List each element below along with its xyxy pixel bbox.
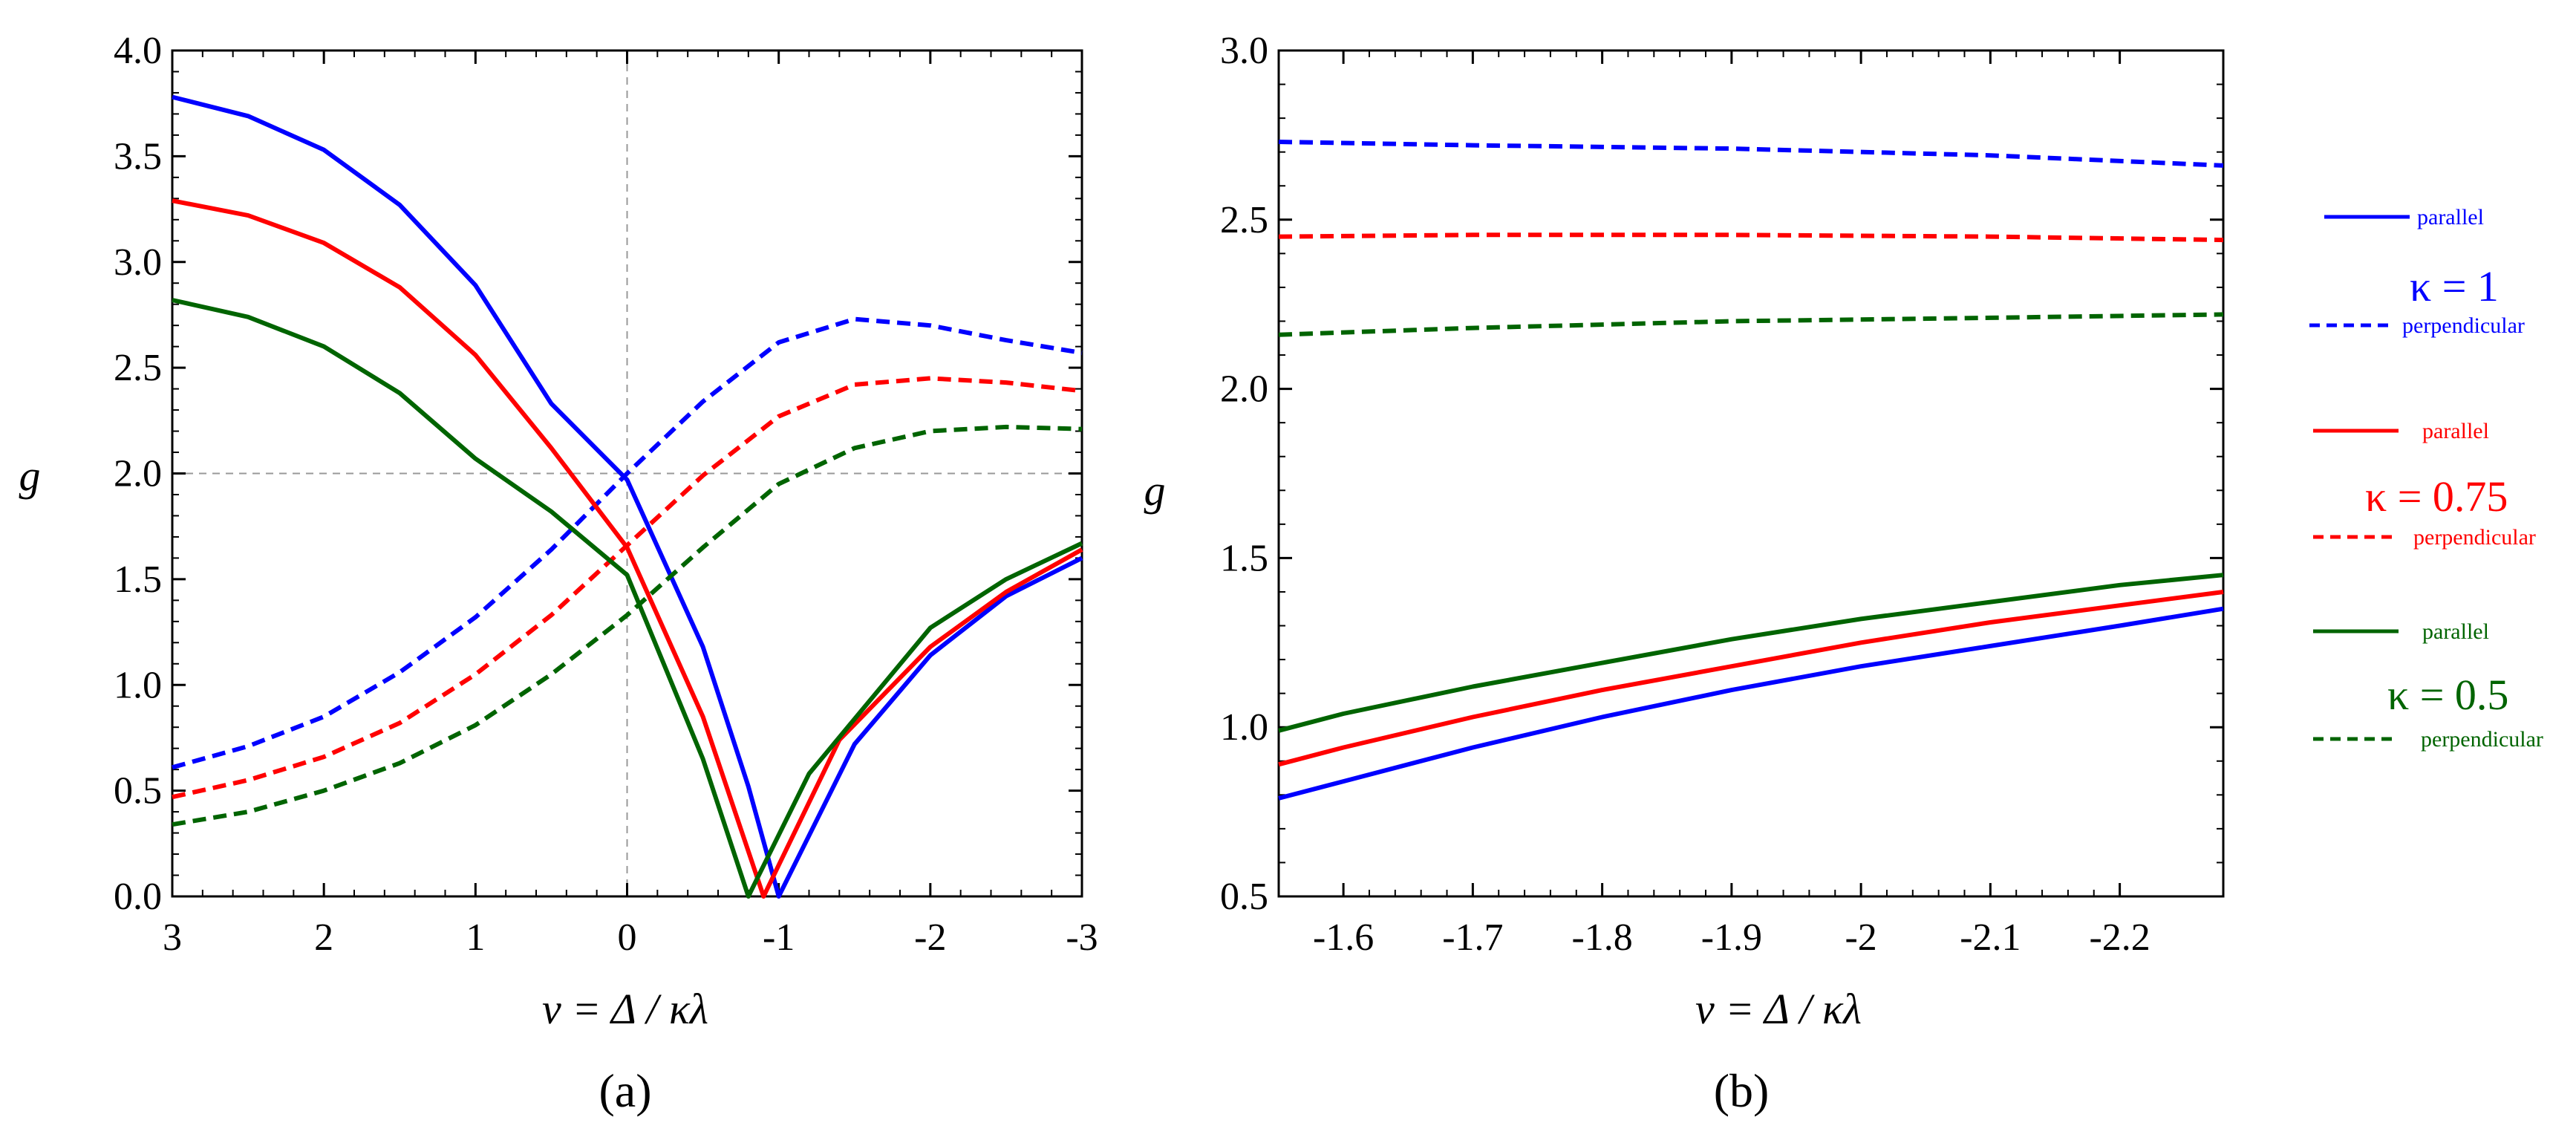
legend-k05-perp-label: perpendicular xyxy=(2421,727,2543,752)
panel-a-xtick-label: 3 xyxy=(163,916,182,959)
panel-b-frame xyxy=(1277,49,2225,898)
panel-a: 0.0 0.5 1.0 1.5 2.0 2.5 3.0 3.5 4.0 3 2 1 0 -1 -2 -3 xyxy=(114,30,1098,959)
legend-k075-perp-label: perpendicular xyxy=(2413,525,2536,550)
legend-k1-kappa: κ = 1 xyxy=(2410,262,2499,310)
panel-b-series--1-perpendicular xyxy=(1278,140,2224,168)
panel-a-ytick-label: 3.5 xyxy=(114,135,162,177)
panel-b-series--0-5-perpendicular xyxy=(1278,312,2224,337)
panel-b-xtick-label: -1.9 xyxy=(1701,916,1762,959)
panel-b-series--0-75-parallel xyxy=(1278,590,2224,767)
legend-k05-parallel-label: parallel xyxy=(2422,619,2489,644)
panel-b-series--1-parallel xyxy=(1278,606,2224,801)
legend-k1-parallel-label: parallel xyxy=(2417,205,2484,229)
panel-a-series--1-parallel xyxy=(172,94,1083,899)
panel-a-ytick-label: 2.5 xyxy=(114,347,162,389)
caption-b: (b) xyxy=(1714,1064,1770,1117)
panel-b-xtick-label: -2.2 xyxy=(2089,916,2150,959)
legend-k05-kappa: κ = 0.5 xyxy=(2387,671,2508,719)
panel-b-ylabel: g xyxy=(1144,466,1166,515)
panel-b-xtick-label: -1.8 xyxy=(1571,916,1632,959)
panel-a-xtick-label: 2 xyxy=(314,916,333,959)
panel-b-ytick-label: 1.0 xyxy=(1220,706,1268,749)
panel-a-series--0-5-perpendicular xyxy=(172,424,1083,827)
panel-a-xtick-label: 1 xyxy=(466,916,485,959)
panel-a-ylabel: g xyxy=(19,452,41,500)
panel-b-ytick-label: 3.0 xyxy=(1220,30,1268,72)
panel-a-ytick-label: 4.0 xyxy=(114,30,162,72)
panel-b-xtick-label: -1.7 xyxy=(1442,916,1503,959)
panel-b-ytick-label: 1.5 xyxy=(1220,537,1268,579)
panel-a-xtick-label: -1 xyxy=(763,916,795,959)
panel-a-series--0-75-perpendicular xyxy=(172,376,1083,800)
panel-a-xtick-label: -2 xyxy=(914,916,946,959)
panel-a-ytick-label: 3.0 xyxy=(114,241,162,284)
panel-b-ytick-label: 2.0 xyxy=(1220,368,1268,411)
panel-b-ytick-label: 0.5 xyxy=(1220,876,1268,918)
panel-a-series--1-perpendicular xyxy=(172,316,1083,770)
panel-a-ytick-label: 0.5 xyxy=(114,770,162,812)
panel-b-xtick-label: -1.6 xyxy=(1313,916,1374,959)
panel-a-xtick-label: 0 xyxy=(618,916,637,959)
panel-a-ytick-label: 1.5 xyxy=(114,558,162,601)
panel-b-ytick-label: 2.5 xyxy=(1220,199,1268,241)
panel-a-xtick-label: -3 xyxy=(1066,916,1098,959)
panel-a-xlabel: ν = Δ / κλ xyxy=(542,985,708,1033)
legend-k1-perp-label: perpendicular xyxy=(2402,313,2525,338)
panel-b-xtick-label: -2.1 xyxy=(1960,916,2021,959)
panel-b-xlabel: ν = Δ / κλ xyxy=(1695,985,1862,1033)
legend: parallel κ = 1 perpendicular parallel κ … xyxy=(2309,205,2543,752)
panel-b-series--0-5-parallel xyxy=(1278,573,2224,733)
panel-a-ytick-label: 1.0 xyxy=(114,664,162,706)
panel-b-series--0-75-perpendicular xyxy=(1278,232,2224,243)
panel-a-ytick-label: 2.0 xyxy=(114,453,162,495)
caption-a: (a) xyxy=(599,1064,651,1117)
panel-b-xtick-label: -2 xyxy=(1845,916,1876,959)
legend-k075-parallel-label: parallel xyxy=(2422,419,2489,443)
panel-b: 0.5 1.0 1.5 2.0 2.5 3.0 -1.6 -1.7 -1.8 -1.9 -2 -2.1… xyxy=(1220,30,2225,959)
panel-a-series--0-5-parallel xyxy=(172,298,1083,899)
legend-k075-kappa: κ = 0.75 xyxy=(2365,472,2508,521)
panel-a-ytick-label: 0.0 xyxy=(114,876,162,918)
